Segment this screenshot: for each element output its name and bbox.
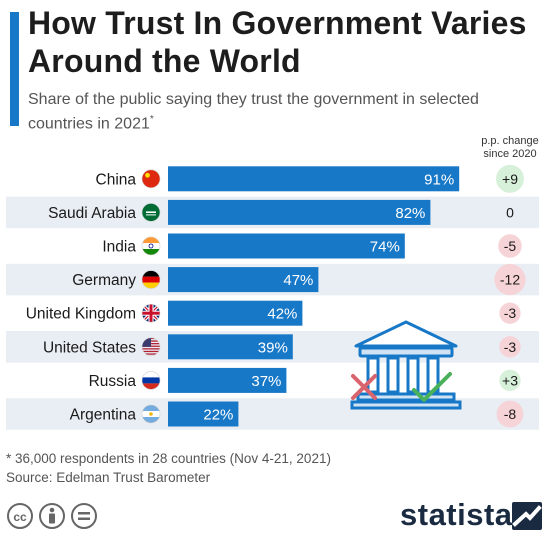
- source-note: Source: Edelman Trust Barometer: [6, 470, 211, 485]
- change-bubble: [494, 264, 526, 296]
- value-label: 74%: [370, 239, 400, 256]
- value-label: 22%: [203, 407, 233, 424]
- chart-subtitle: Share of the public saying they trust th…: [28, 90, 498, 134]
- flag-icon: [141, 337, 161, 357]
- government-building-icon: [350, 320, 462, 410]
- flag-icon: [141, 169, 161, 189]
- bar-germany: [168, 267, 319, 293]
- change-bubble: [499, 336, 521, 358]
- svg-text:cc: cc: [13, 510, 27, 524]
- change-column-header: p.p. change since 2020: [481, 135, 539, 160]
- bar-argentina: [168, 401, 239, 427]
- license-icons: cc: [7, 503, 97, 529]
- change-label: -3: [504, 305, 517, 321]
- change-label: +3: [502, 372, 518, 388]
- flag-icon: [141, 236, 161, 256]
- category-label: Saudi Arabia: [48, 205, 136, 222]
- labels: 91% China +9 82% Saudi Arabia 0 74% India -5 47% G…: [26, 164, 526, 428]
- brand-logo[interactable]: statista: [400, 497, 513, 532]
- value-label: 91%: [424, 171, 454, 188]
- bar-united-states: [168, 334, 293, 360]
- bar-russia: [168, 367, 287, 393]
- category-label: China: [96, 171, 137, 188]
- statista-logo-icon: [512, 502, 542, 530]
- category-label: Argentina: [70, 407, 137, 424]
- subtitle-text: Share of the public saying they trust th…: [28, 91, 479, 133]
- bar-chart: 91% China +9 82% Saudi Arabia 0 74% India -5 47% G…: [6, 164, 539, 430]
- flag-icon: [141, 404, 161, 424]
- change-bubble: [499, 302, 521, 324]
- change-label: -8: [504, 406, 517, 422]
- change-label: -5: [504, 238, 517, 254]
- change-bubble: [499, 369, 521, 392]
- category-label: Russia: [89, 373, 137, 390]
- flag-icon: [141, 303, 161, 323]
- chart-title: How Trust In Government Varies Around th…: [28, 5, 527, 79]
- category-label: Germany: [72, 272, 136, 289]
- change-label: -12: [500, 272, 520, 288]
- change-label: 0: [506, 204, 514, 220]
- cc-icon: cc: [7, 503, 33, 529]
- subtitle-marker: *: [149, 114, 154, 125]
- bar-united-kingdom: [168, 300, 303, 326]
- category-label: India: [102, 239, 136, 256]
- change-bubble: [498, 234, 522, 258]
- category-label: United Kingdom: [26, 306, 136, 323]
- accent-bar: [10, 12, 19, 126]
- flag-icon: [141, 203, 161, 222]
- no-derivatives-icon: [71, 503, 97, 529]
- bars: [168, 166, 460, 427]
- bar-saudi-arabia: [168, 199, 431, 225]
- bar-india: [168, 233, 405, 259]
- value-label: 47%: [283, 272, 313, 289]
- bar-china: [168, 166, 460, 192]
- footnote: * 36,000 respondents in 28 countries (No…: [6, 451, 331, 466]
- value-label: 39%: [258, 339, 288, 356]
- change-label: -3: [504, 339, 517, 355]
- change-bubble: [496, 400, 524, 428]
- value-label: 82%: [395, 205, 425, 222]
- flag-icon: [141, 371, 161, 390]
- attribution-icon: [39, 503, 65, 529]
- change-label: +9: [502, 171, 518, 187]
- value-label: 42%: [267, 306, 297, 323]
- cross-icon: [351, 374, 377, 400]
- flag-icon: [141, 270, 161, 289]
- value-label: 37%: [251, 373, 281, 390]
- change-bubble: [496, 164, 524, 193]
- category-label: United States: [43, 339, 136, 356]
- check-icon: [412, 372, 452, 402]
